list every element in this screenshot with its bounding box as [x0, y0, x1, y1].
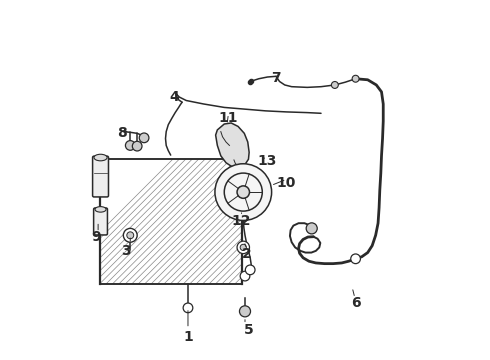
- Circle shape: [215, 164, 271, 220]
- Text: 9: 9: [92, 230, 101, 244]
- Circle shape: [183, 303, 193, 313]
- Circle shape: [125, 141, 135, 150]
- Text: 4: 4: [169, 90, 179, 104]
- Text: 13: 13: [258, 154, 277, 168]
- Polygon shape: [216, 123, 249, 168]
- Ellipse shape: [94, 154, 107, 161]
- FancyBboxPatch shape: [94, 208, 107, 235]
- Circle shape: [331, 81, 338, 89]
- Circle shape: [237, 241, 249, 253]
- Circle shape: [306, 223, 317, 234]
- Text: 11: 11: [218, 111, 238, 125]
- Text: 5: 5: [244, 323, 253, 337]
- Circle shape: [127, 232, 134, 239]
- Text: 8: 8: [118, 126, 127, 140]
- Text: 10: 10: [277, 176, 296, 190]
- Circle shape: [352, 75, 359, 82]
- Bar: [100, 159, 242, 284]
- FancyBboxPatch shape: [93, 156, 108, 197]
- Text: 7: 7: [271, 71, 281, 85]
- Text: 1: 1: [183, 330, 193, 344]
- Circle shape: [240, 306, 250, 317]
- Text: 6: 6: [351, 296, 361, 310]
- Circle shape: [307, 224, 317, 233]
- Ellipse shape: [95, 207, 106, 212]
- Circle shape: [132, 141, 142, 151]
- Circle shape: [123, 228, 137, 242]
- Text: 3: 3: [121, 244, 130, 258]
- Text: 12: 12: [232, 215, 251, 229]
- Circle shape: [245, 265, 255, 275]
- Circle shape: [139, 133, 149, 143]
- Circle shape: [240, 271, 250, 281]
- Circle shape: [240, 244, 246, 251]
- Circle shape: [351, 254, 361, 264]
- Circle shape: [237, 186, 249, 198]
- Text: 2: 2: [242, 247, 251, 261]
